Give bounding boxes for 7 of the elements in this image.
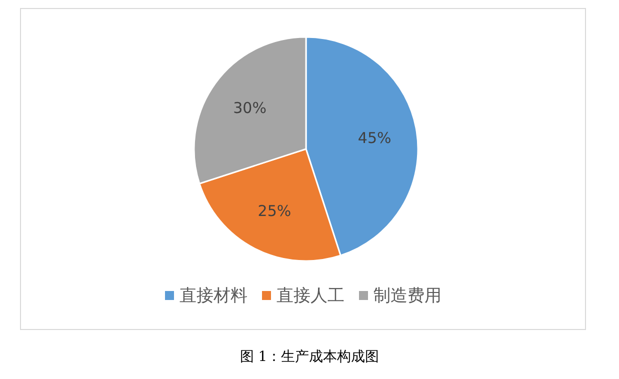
data-label: 25%: [258, 202, 292, 220]
legend-label: 制造费用: [374, 285, 442, 307]
data-label: 30%: [233, 99, 266, 118]
data-label: 45%: [358, 129, 392, 148]
caption: 图 1：生产成本构成图: [238, 348, 380, 366]
legend-label: 直接人工: [276, 285, 344, 307]
legend-label: 直接材料: [180, 285, 248, 307]
